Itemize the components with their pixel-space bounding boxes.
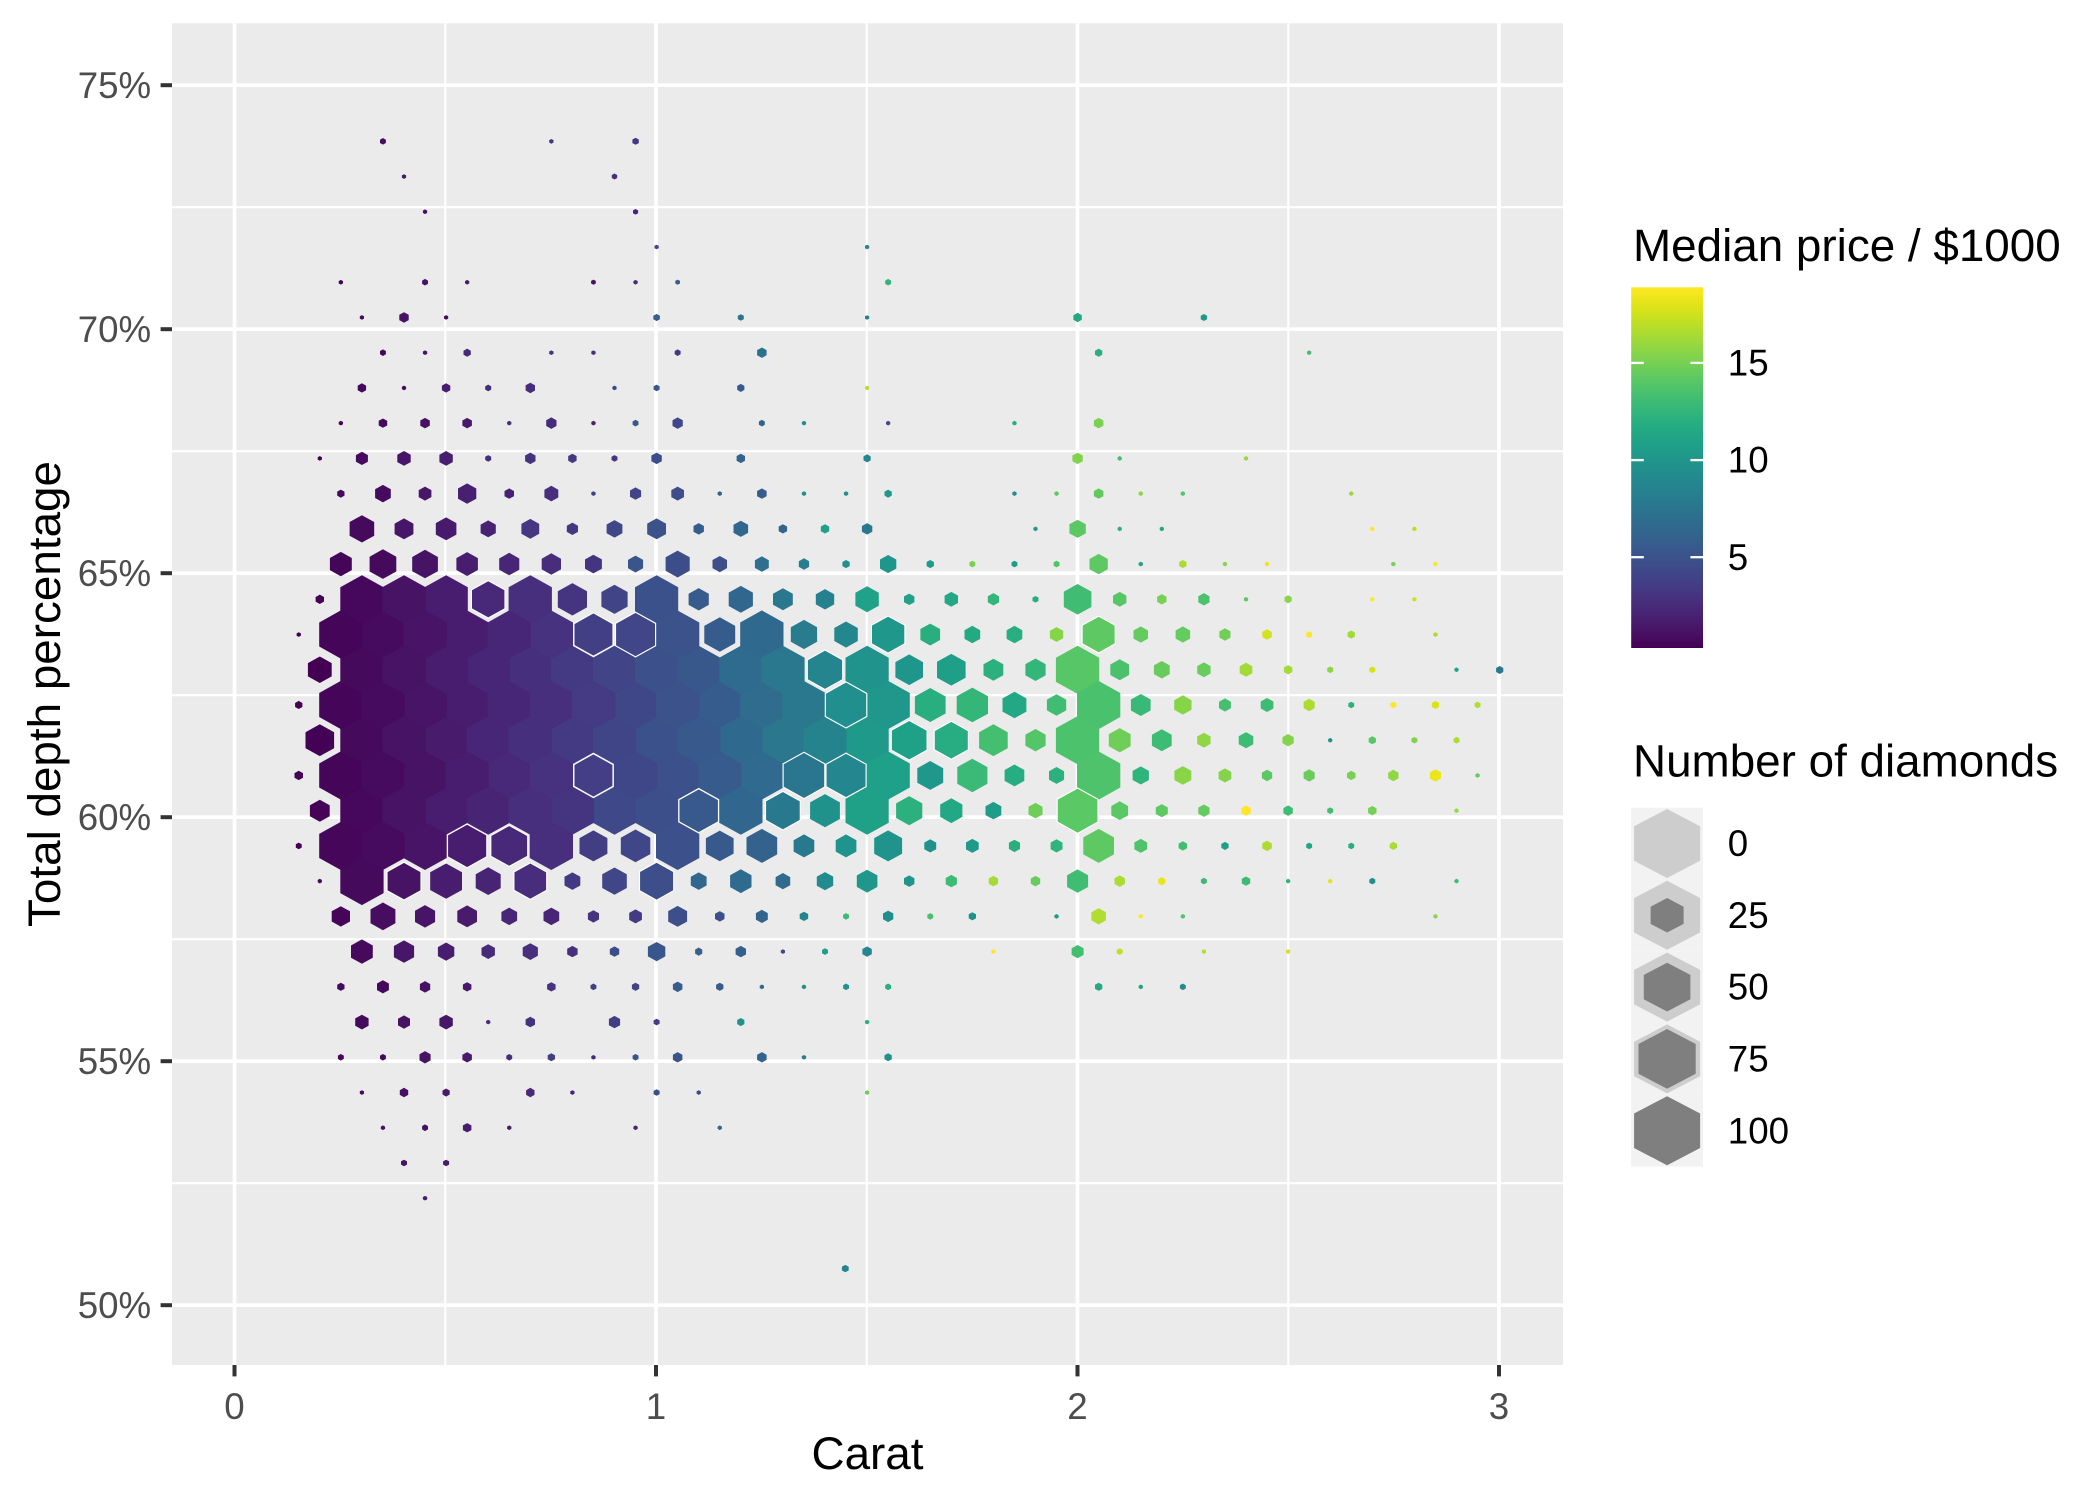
svg-text:25: 25 (1728, 895, 1769, 936)
svg-text:60%: 60% (78, 797, 151, 838)
svg-text:70%: 70% (78, 309, 151, 350)
svg-text:Number of diamonds: Number of diamonds (1633, 735, 2058, 786)
svg-text:Carat: Carat (812, 1428, 924, 1479)
svg-text:65%: 65% (78, 553, 151, 594)
svg-text:2: 2 (1067, 1386, 1087, 1427)
svg-text:1: 1 (646, 1386, 666, 1427)
svg-text:Median price / $1000: Median price / $1000 (1633, 220, 2061, 271)
svg-text:75%: 75% (78, 65, 151, 106)
svg-text:10: 10 (1728, 440, 1769, 481)
svg-text:3: 3 (1489, 1386, 1509, 1427)
svg-text:0: 0 (1728, 823, 1748, 864)
svg-text:75: 75 (1728, 1039, 1769, 1080)
svg-text:50: 50 (1728, 967, 1769, 1008)
svg-text:55%: 55% (78, 1041, 151, 1082)
svg-text:100: 100 (1728, 1110, 1789, 1151)
svg-text:15: 15 (1728, 343, 1769, 384)
svg-text:5: 5 (1728, 537, 1748, 578)
svg-text:50%: 50% (78, 1285, 151, 1326)
svg-text:Total depth percentage: Total depth percentage (19, 461, 70, 927)
svg-text:0: 0 (224, 1386, 244, 1427)
